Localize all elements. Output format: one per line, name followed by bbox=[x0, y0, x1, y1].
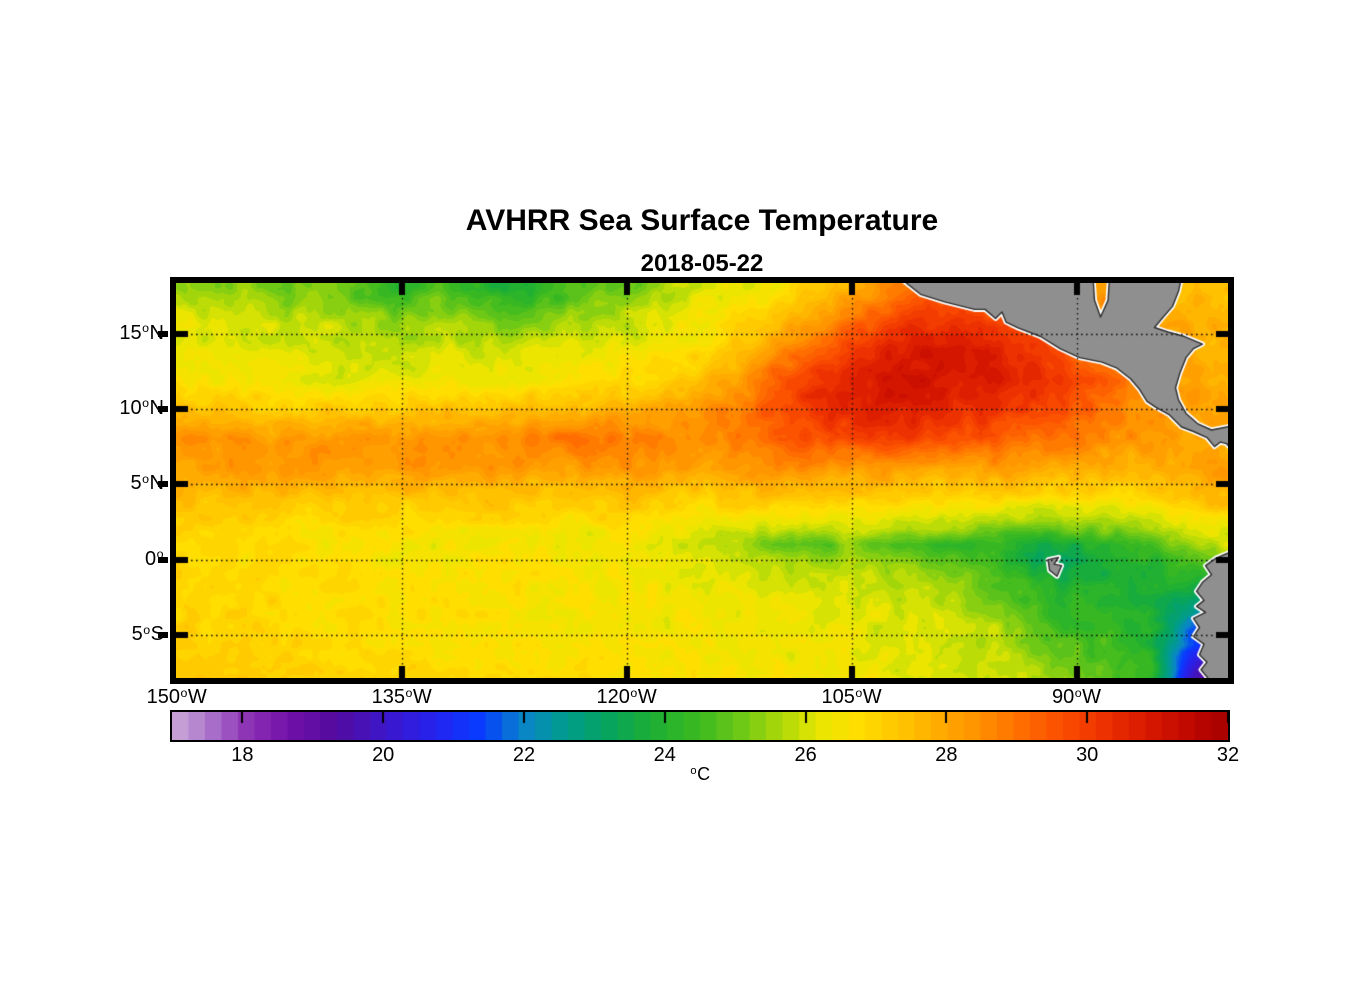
colorbar-tick-label: 20 bbox=[372, 744, 395, 766]
degree-symbol: o bbox=[690, 765, 697, 778]
y-tick-label: 0o bbox=[144, 547, 164, 570]
y-tick-label: 5oN bbox=[130, 471, 164, 495]
chart-title: AVHRR Sea Surface Temperature bbox=[465, 204, 939, 237]
colorbar-tick-label: 30 bbox=[1076, 744, 1099, 766]
colorbar-tick-label: 26 bbox=[794, 744, 817, 766]
x-tick-label: 105oW bbox=[821, 685, 882, 708]
colorbar-tick-label: 28 bbox=[935, 744, 958, 766]
colorbar-tick-label: 24 bbox=[653, 744, 676, 766]
colorbar-tick-label: 18 bbox=[231, 744, 254, 766]
colorbar bbox=[172, 712, 1228, 740]
y-axis-outer-tick bbox=[158, 632, 168, 639]
x-tick-label: 90oW bbox=[1052, 685, 1102, 708]
y-axis-outer-tick bbox=[158, 481, 168, 488]
y-axis-outer-tick bbox=[158, 556, 168, 563]
colorbar-unit-label: oC bbox=[650, 764, 750, 785]
x-tick-label: 150oW bbox=[146, 685, 207, 708]
celsius-letter: C bbox=[697, 764, 711, 784]
x-tick-label: 135oW bbox=[371, 685, 432, 708]
chart-date-subtitle: 2018-05-22 bbox=[640, 250, 764, 277]
y-axis-outer-tick bbox=[158, 405, 168, 412]
y-tick-label: 5oS bbox=[131, 622, 164, 646]
x-tick-label: 120oW bbox=[596, 685, 657, 708]
y-tick-label: 15oN bbox=[119, 321, 164, 344]
colorbar-tick-label: 32 bbox=[1216, 744, 1240, 766]
sst-heatmap bbox=[176, 283, 1228, 678]
colorbar-tick-label: 22 bbox=[512, 744, 536, 766]
y-tick-label: 10oN bbox=[119, 396, 164, 419]
y-axis-outer-tick bbox=[158, 330, 168, 337]
